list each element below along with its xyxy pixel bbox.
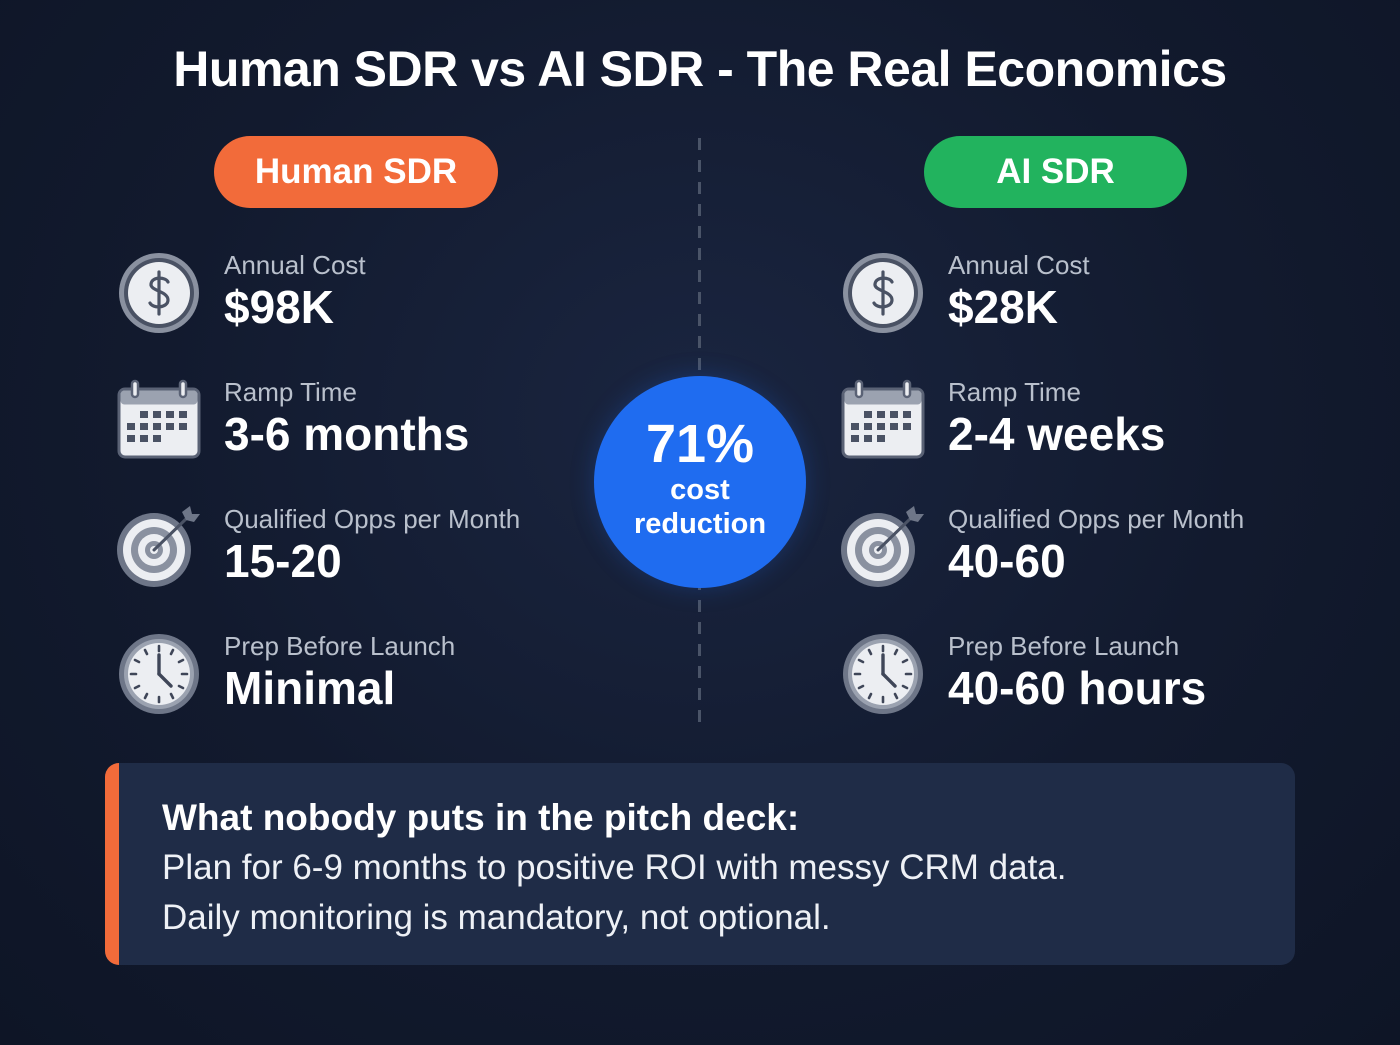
human-qualified-opps: Qualified Opps per Month 15-20 — [116, 504, 520, 590]
callout-line-2: Daily monitoring is mandatory, not optio… — [162, 898, 831, 937]
dollar-coin-icon — [117, 251, 201, 335]
target-icon — [840, 504, 926, 589]
human-annual-cost: Annual Cost $98K — [116, 250, 366, 336]
metric-label: Ramp Time — [224, 377, 357, 407]
human-sdr-header: Human SDR — [214, 136, 498, 208]
badge-line-2: reduction — [633, 508, 767, 540]
metric-label: Prep Before Launch — [948, 631, 1180, 661]
ai-ramp-time: Ramp Time 2-4 weeks — [840, 377, 1165, 463]
metric-value: 2-4 weeks — [948, 408, 1166, 460]
badge-line-1: cost — [670, 474, 730, 506]
ai-prep-before-launch: Prep Before Launch 40-60 hours — [840, 631, 1206, 717]
clock-icon — [841, 632, 925, 716]
metric-value: Minimal — [224, 662, 396, 714]
clock-icon — [117, 632, 201, 716]
cost-reduction-badge: 71% cost reduction — [594, 376, 806, 588]
callout-accent-bar — [105, 763, 119, 965]
human-ramp-time: Ramp Time 3-6 months — [116, 377, 469, 463]
callout-line-1: Plan for 6-9 months to positive ROI with… — [162, 848, 1067, 887]
metric-value: 40-60 hours — [948, 662, 1207, 714]
metric-label: Prep Before Launch — [224, 631, 456, 661]
metric-label: Ramp Time — [948, 377, 1081, 407]
metric-value: 3-6 months — [224, 408, 470, 460]
calendar-icon — [117, 379, 201, 459]
metric-label: Annual Cost — [224, 250, 366, 280]
calendar-icon — [841, 379, 925, 459]
callout-heading: What nobody puts in the pitch deck: — [162, 797, 800, 838]
ai-qualified-opps: Qualified Opps per Month 40-60 — [840, 504, 1244, 590]
target-icon — [116, 504, 202, 589]
metric-value: 15-20 — [224, 535, 342, 587]
metric-label: Qualified Opps per Month — [948, 504, 1245, 534]
metric-value: 40-60 — [948, 535, 1066, 587]
page-title: Human SDR vs AI SDR - The Real Economics — [173, 41, 1227, 97]
metric-label: Qualified Opps per Month — [224, 504, 521, 534]
dollar-coin-icon — [841, 251, 925, 335]
ai-annual-cost: Annual Cost $28K — [840, 250, 1090, 336]
metric-label: Annual Cost — [948, 250, 1090, 280]
badge-percent: 71% — [645, 414, 755, 474]
human-prep-before-launch: Prep Before Launch Minimal — [116, 631, 455, 717]
metric-value: $98K — [224, 281, 334, 333]
ai-sdr-header: AI SDR — [924, 136, 1187, 208]
metric-value: $28K — [948, 281, 1058, 333]
pitch-deck-callout: What nobody puts in the pitch deck: Plan… — [105, 763, 1295, 965]
